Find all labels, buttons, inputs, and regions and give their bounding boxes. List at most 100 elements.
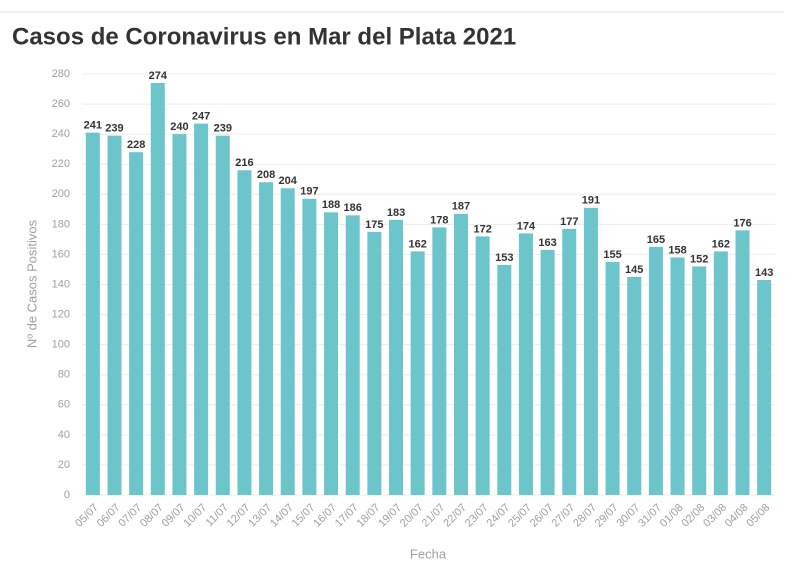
bar [237,170,252,495]
x-tick-label: 24/07 [485,502,513,530]
value-label: 145 [625,264,643,276]
x-tick-label: 11/07 [204,502,231,529]
x-tick-label: 05/08 [744,502,772,530]
value-label: 239 [214,123,232,135]
bar [324,212,339,496]
x-tick-label: 22/07 [441,502,469,530]
bar [757,279,772,495]
x-tick-label: 17/07 [333,502,361,530]
bar [432,227,447,495]
y-tick-label: 160 [52,248,70,260]
x-tick-label: 20/07 [398,502,426,530]
y-tick-label: 20 [58,459,70,471]
x-tick-label: 27/07 [549,502,577,530]
bar [735,230,750,495]
x-tick-label: 04/08 [723,502,751,530]
x-tick-label: 19/07 [376,502,404,530]
value-label: 239 [105,123,123,135]
bar [583,207,598,495]
value-label: 165 [647,234,665,246]
x-tick-label: 16/07 [311,502,339,530]
bar [692,266,707,495]
y-tick-label: 220 [52,158,70,170]
x-tick-label: 26/07 [528,502,556,530]
x-tick-label: 23/07 [463,502,491,530]
y-tick-label: 180 [52,218,70,230]
value-label: 177 [560,216,578,228]
y-tick-label: 240 [52,128,70,140]
bar [367,231,382,495]
value-label: 172 [473,223,491,235]
bar [302,198,317,495]
x-tick-label: 28/07 [571,502,599,530]
bar [410,251,425,495]
y-axis-label: Nº de Casos Positivos [24,219,39,348]
value-label: 241 [84,120,102,132]
value-label: 191 [582,195,600,207]
x-axis-label: Fecha [410,546,447,561]
bar [150,83,165,496]
bar [497,264,512,495]
value-label: 216 [235,157,253,169]
value-label: 186 [344,202,362,214]
value-label: 197 [300,186,318,198]
x-tick-label: 03/08 [701,502,729,530]
bar [107,135,122,495]
value-label: 240 [170,121,188,133]
bar [562,228,577,495]
value-label: 204 [279,175,298,187]
bar [172,134,187,495]
y-tick-label: 200 [52,188,70,200]
x-tick-label: 10/07 [181,502,209,530]
y-tick-label: 120 [52,308,70,320]
x-tick-label: 08/07 [138,502,166,530]
bar [345,215,360,496]
bar [713,251,728,495]
x-tick-label: 13/07 [246,502,274,530]
bar [129,152,144,495]
y-tick-label: 80 [58,369,70,381]
value-label: 152 [690,253,708,265]
bar [280,188,295,495]
value-label: 158 [668,244,686,256]
value-label: 178 [430,214,448,226]
value-label: 187 [452,201,470,213]
x-tick-label: 29/07 [593,502,621,530]
value-label: 143 [755,267,773,279]
bar [475,236,490,495]
bar [648,246,663,495]
x-tick-label: 25/07 [506,502,534,530]
bar [453,213,468,495]
value-label: 274 [149,70,168,82]
bar [540,249,555,495]
y-tick-label: 60 [58,399,70,411]
value-label: 183 [387,207,405,219]
bar [85,132,100,495]
y-tick-label: 40 [58,429,70,441]
x-tick-label: 21/07 [420,502,448,530]
x-tick-label: 02/08 [679,502,707,530]
x-tick-label: 05/07 [73,502,101,530]
bar [389,219,404,495]
value-label: 162 [712,238,730,250]
x-tick-label: 09/07 [160,502,188,530]
x-tick-label: 07/07 [116,502,144,530]
value-label: 208 [257,169,275,181]
x-tick-label: 01/08 [658,502,686,530]
chart-title: Casos de Coronavirus en Mar del Plata 20… [12,23,516,50]
bar [518,233,533,495]
x-tick-label: 14/07 [268,502,296,530]
value-label: 176 [733,217,751,229]
y-tick-label: 280 [52,68,70,80]
x-tick-label: 31/07 [636,502,664,530]
bar [259,182,274,495]
y-tick-label: 260 [52,98,70,110]
value-label: 228 [127,139,145,151]
bar [215,135,230,495]
bar [670,257,685,495]
value-label: 163 [538,237,556,249]
bar [194,123,209,495]
x-tick-label: 06/07 [95,502,123,530]
value-label: 174 [517,220,536,232]
y-tick-label: 100 [52,339,70,351]
